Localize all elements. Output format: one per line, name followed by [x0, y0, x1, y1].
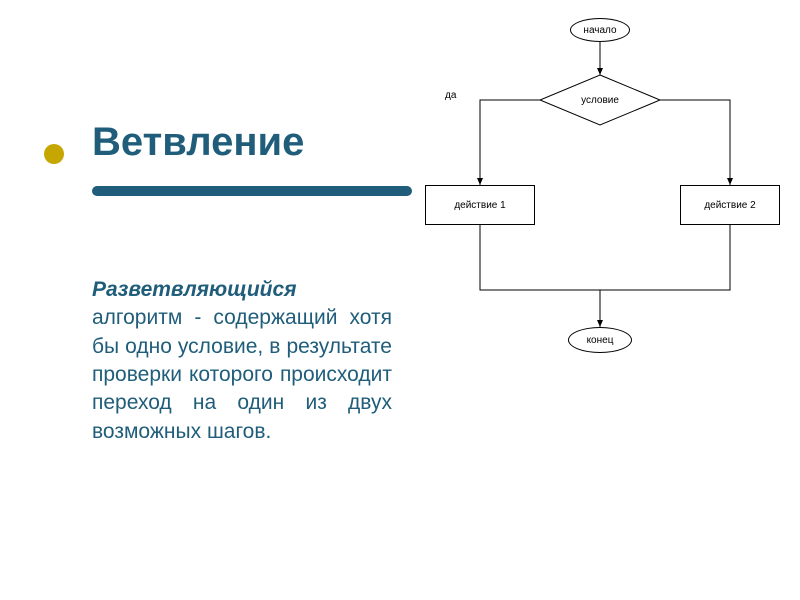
flow-edge	[660, 100, 730, 185]
title-bullet	[44, 144, 64, 164]
definition-rest: алгоритм - содержащий хотя бы одно услов…	[92, 306, 392, 442]
node-label-cond: условие	[581, 95, 619, 106]
branching-flowchart: условие да начало действие 1 действие 2 конец	[410, 10, 790, 410]
edge-label-да: да	[445, 90, 456, 101]
page-title: Ветвление	[92, 120, 304, 165]
node-start: начало	[570, 18, 630, 42]
flow-edge	[600, 225, 730, 290]
definition-lead: Разветвляющийся	[92, 278, 297, 301]
flow-edge	[480, 225, 600, 290]
node-end: конец	[568, 327, 632, 353]
flow-edge	[480, 100, 540, 185]
title-underline	[92, 186, 412, 196]
node-act1: действие 1	[425, 185, 535, 225]
node-act2: действие 2	[680, 185, 780, 225]
definition-text: Разветвляющийся алгоритм - содержащий хо…	[92, 276, 392, 446]
